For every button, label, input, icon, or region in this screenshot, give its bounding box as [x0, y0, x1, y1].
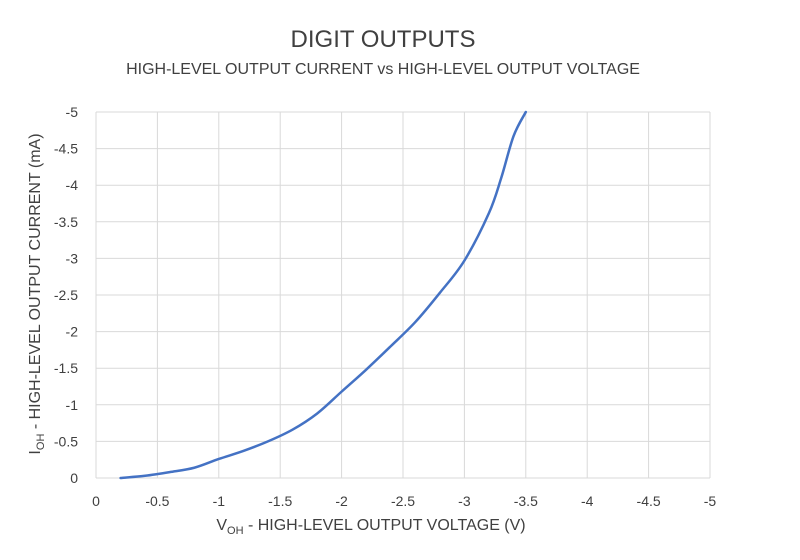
x-axis-label-suffix: - HIGH-LEVEL OUTPUT VOLTAGE (V) — [244, 517, 526, 534]
y-tick-label: -4 — [66, 177, 79, 193]
y-tick-label: -0.5 — [54, 433, 78, 449]
tick-labels: 0 -0.5 -1 -1.5 -2 -2.5 -3 -3.5 -4 -4.5 -5 0 -0.5 -1 -1… — [54, 104, 717, 509]
x-tick-label: -5 — [704, 493, 717, 509]
y-tick-label: -3.5 — [54, 214, 78, 230]
series-layer — [119, 110, 528, 480]
x-tick-label: 0 — [92, 493, 100, 509]
x-axis-label-prefix: V — [216, 517, 227, 534]
x-axis-label-subscript: OH — [227, 525, 244, 537]
y-tick-label: 0 — [70, 470, 78, 486]
x-tick-label: -2.5 — [391, 493, 415, 509]
x-tick-label: -1.5 — [268, 493, 292, 509]
x-tick-label: -4.5 — [637, 493, 661, 509]
chart-title: DIGIT OUTPUTS — [291, 26, 476, 53]
y-axis-label-subscript: OH — [35, 434, 47, 451]
y-tick-label: -5 — [66, 104, 79, 120]
x-tick-label: -2 — [335, 493, 348, 509]
y-tick-label: -1.5 — [54, 360, 78, 376]
grid — [95, 111, 711, 479]
series-line-1 — [119, 110, 528, 480]
x-tick-label: -3.5 — [514, 493, 538, 509]
x-tick-label: -1 — [213, 493, 226, 509]
x-axis-label: VOH - HIGH-LEVEL OUTPUT VOLTAGE (V) — [216, 517, 525, 537]
chart-subtitle: HIGH-LEVEL OUTPUT CURRENT vs HIGH-LEVEL … — [126, 61, 640, 78]
y-tick-label: -1 — [66, 397, 79, 413]
y-axis-label: IOH - HIGH-LEVEL OUTPUT CURRENT (mA) — [27, 133, 47, 454]
y-axis-label-prefix: I — [27, 450, 44, 454]
y-tick-label: -2 — [66, 324, 79, 340]
x-tick-label: -3 — [458, 493, 471, 509]
x-tick-label: -4 — [581, 493, 594, 509]
y-tick-label: -4.5 — [54, 141, 78, 157]
y-axis-label-suffix: - HIGH-LEVEL OUTPUT CURRENT (mA) — [27, 133, 44, 433]
y-tick-label: -3 — [66, 250, 79, 266]
x-tick-label: -0.5 — [145, 493, 169, 509]
y-tick-label: -2.5 — [54, 287, 78, 303]
